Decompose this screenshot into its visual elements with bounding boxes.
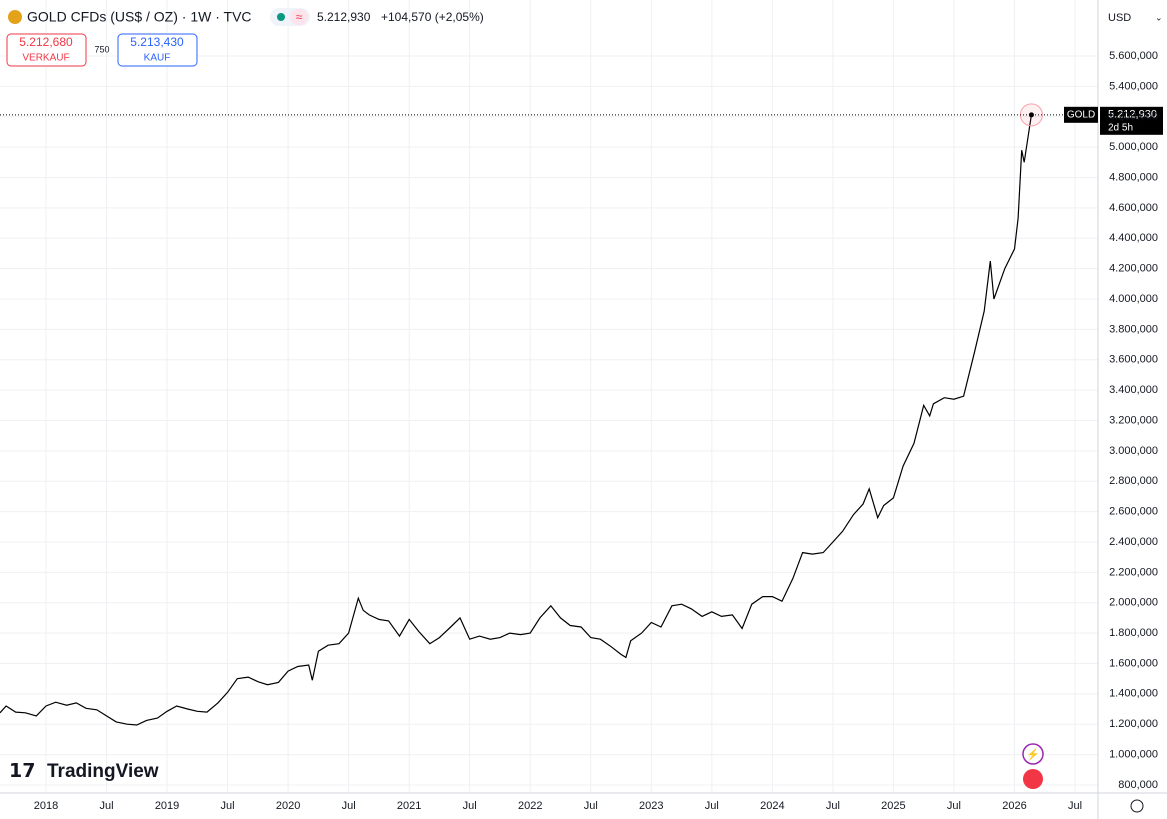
x-tick-label: 2023 [639,800,663,812]
currency-caret: ⌄ [1155,12,1163,22]
symbol-icon [8,10,22,24]
y-tick-label: 5.400,000 [1109,80,1158,92]
y-tick-label: 4.800,000 [1109,171,1158,183]
x-tick-label: Jul [584,800,598,812]
x-tick-label: Jul [221,800,235,812]
x-tick-label: 2026 [1002,800,1026,812]
x-tick-label: Jul [947,800,961,812]
y-tick-label: 1.000,000 [1109,748,1158,760]
price-tag-countdown: 2d 5h [1108,122,1133,133]
price-tag-value: 5.212,930 [1108,109,1157,121]
price-line [0,114,1032,726]
x-tick-label: 2020 [276,800,300,812]
settings-icon[interactable] [1130,799,1144,813]
sell-price: 5.212,680 [19,35,73,49]
x-tick-label: 2022 [518,800,542,812]
price: 5.212,930 [317,10,371,24]
buy-button[interactable] [117,33,198,67]
y-tick-label: 3.000,000 [1109,445,1158,457]
buy-price: 5.213,430 [130,35,184,49]
y-tick-label: 3.800,000 [1109,323,1158,335]
x-tick-label: Jul [1068,800,1082,812]
event-glyph: ⚡ [1026,748,1040,761]
y-tick-label: 1.800,000 [1109,627,1158,639]
sell-label: VERKAUF [22,53,69,64]
change: +104,570 (+2,05%) [381,10,484,24]
y-tick-label: 4.600,000 [1109,202,1158,214]
y-tick-label: 5.000,000 [1109,141,1158,153]
y-tick-label: 5.600,000 [1109,50,1158,62]
brand: TradingView [47,761,159,782]
x-tick-label: 2018 [34,800,58,812]
spread: 750 [94,44,109,54]
buy-label: KAUF [144,53,171,64]
y-tick-label: 2.000,000 [1109,597,1158,609]
grid [0,0,1098,793]
y-tick-label: 2.800,000 [1109,475,1158,487]
x-tick-label: Jul [463,800,477,812]
y-tick-label: 4.400,000 [1109,232,1158,244]
x-tick-label: Jul [342,800,356,812]
plot [0,114,1032,726]
sell-button[interactable] [6,33,87,67]
y-tick-label: 800,000 [1118,779,1158,791]
y-tick-label: 1.200,000 [1109,718,1158,730]
symbol-tag-text: GOLD [1067,109,1095,120]
y-tick-label: 1.400,000 [1109,688,1158,700]
toggle-icon: ≈ [296,10,303,24]
y-tick-label: 3.400,000 [1109,384,1158,396]
price-tag [1100,106,1163,135]
y-tick-label: 4.200,000 [1109,263,1158,275]
x-tick-label: 2019 [155,800,179,812]
x-tick-label: Jul [100,800,114,812]
y-tick-label: 2.400,000 [1109,536,1158,548]
y-tick-label: 5.200,000 [1109,111,1158,123]
last-point [1028,112,1034,118]
market-dot [277,13,285,21]
brand-logo: 𝟭𝟳 [9,761,35,782]
y-tick-label: 1.600,000 [1109,657,1158,669]
y-tick-label: 3.600,000 [1109,354,1158,366]
y-tick-label: 4.000,000 [1109,293,1158,305]
y-tick-label: 2.200,000 [1109,566,1158,578]
x-tick-label: 2024 [760,800,784,812]
currency[interactable]: USD [1108,12,1131,24]
flag-icon[interactable] [1023,769,1043,789]
event-icon[interactable] [1022,743,1044,765]
x-tick-label: Jul [826,800,840,812]
symbol-tag [1064,106,1098,123]
y-tick-label: 3.200,000 [1109,414,1158,426]
symbol-title: GOLD CFDs (US$ / OZ) · 1W · TVC [27,9,252,25]
x-tick-label: 2021 [397,800,421,812]
y-tick-label: 2.600,000 [1109,506,1158,518]
x-tick-label: Jul [705,800,719,812]
x-tick-label: 2025 [881,800,905,812]
toggle[interactable] [290,9,308,25]
